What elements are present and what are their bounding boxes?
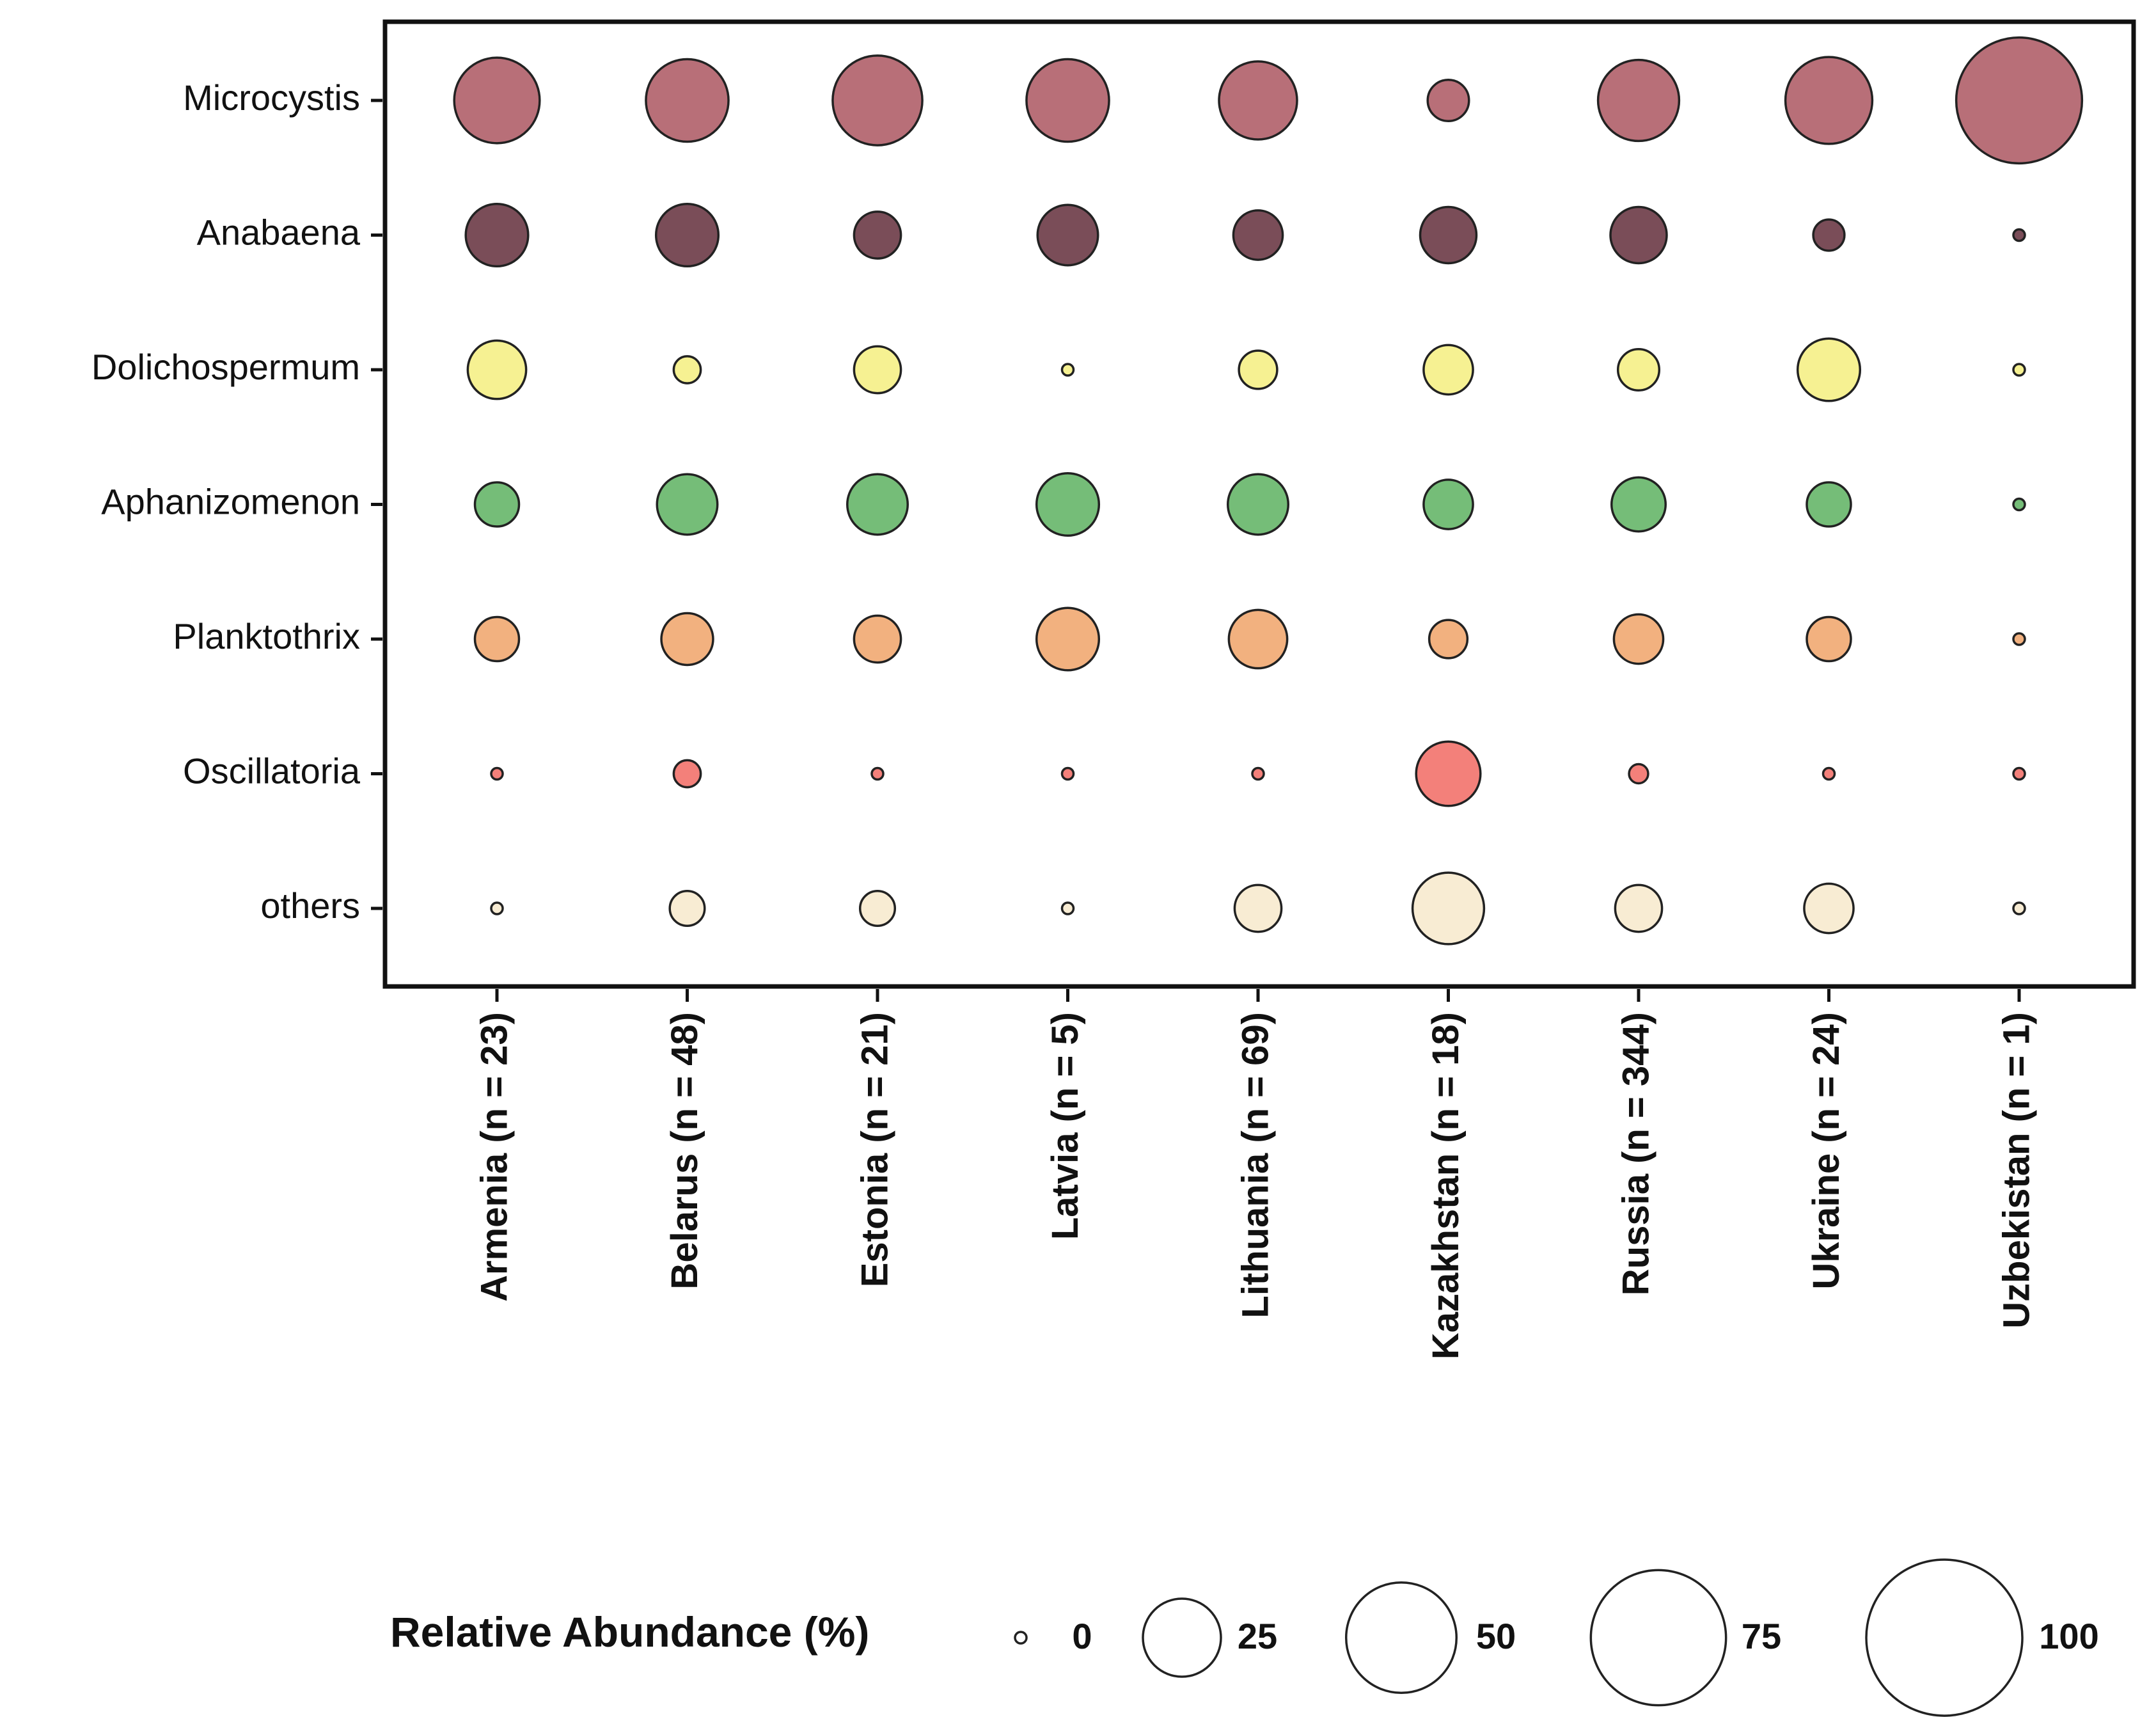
bubble-oscillatoria-3	[870, 766, 885, 781]
bubble-others-7	[1614, 883, 1664, 933]
bubble-dolichospermum-2	[672, 355, 702, 384]
x-label: Armenia (n = 23)	[473, 1012, 515, 1302]
bubble-anabaena-8	[1812, 218, 1846, 252]
y-label-anabaena: Anabaena	[197, 212, 361, 252]
y-label-oscillatoria: Oscillatoria	[183, 750, 361, 791]
legend-circle-75	[1589, 1569, 1727, 1707]
legend-title: Relative Abundance (%)	[390, 1608, 869, 1656]
bubble-others-4	[1060, 901, 1075, 915]
bubble-oscillatoria-5	[1251, 766, 1265, 781]
bubble-aphanizomenon-3	[846, 473, 909, 536]
bubble-microcystis-5	[1218, 60, 1298, 141]
bubble-dolichospermum-3	[853, 345, 902, 395]
bubble-microcystis-3	[831, 54, 924, 146]
bubble-anabaena-1	[464, 202, 530, 268]
bubble-aphanizomenon-5	[1226, 473, 1290, 536]
legend-circle-50	[1344, 1581, 1458, 1695]
size-legend: Relative Abundance (%) 0 25 50 75 100	[390, 1558, 2099, 1717]
bubble-aphanizomenon-6	[1422, 479, 1474, 530]
bubble-others-3	[858, 889, 897, 928]
x-label: Estonia (n = 21)	[854, 1012, 895, 1287]
y-label-planktothrix: Planktothrix	[173, 616, 360, 656]
bubble-planktothrix-9	[2012, 632, 2026, 646]
y-label-microcystis: Microcystis	[183, 77, 360, 118]
x-label: Latvia (n = 5)	[1044, 1012, 1086, 1240]
bubble-others-1	[490, 901, 504, 915]
x-label: Belarus (n = 48)	[664, 1012, 705, 1290]
bubble-others-2	[668, 889, 706, 928]
legend-value-75: 75	[1742, 1616, 1781, 1656]
bubble-planktothrix-4	[1035, 606, 1101, 672]
x-label: Russia (n = 344)	[1615, 1012, 1656, 1295]
x-label: Ukraine (n = 24)	[1806, 1012, 1847, 1290]
bubble-layer	[453, 36, 2084, 946]
bubble-oscillatoria-4	[1060, 766, 1075, 781]
bubble-microcystis-2	[645, 58, 730, 143]
bubble-oscillatoria-1	[490, 766, 504, 781]
bubble-dolichospermum-6	[1422, 344, 1474, 396]
bubble-dolichospermum-1	[466, 339, 528, 400]
bubble-planktothrix-2	[660, 612, 714, 667]
bubble-microcystis-6	[1426, 78, 1470, 123]
bubble-dolichospermum-4	[1060, 363, 1075, 377]
bubble-others-5	[1233, 883, 1283, 933]
bubble-aphanizomenon-9	[2012, 497, 2026, 512]
y-axis-labels: Microcystis Anabaena Dolichospermum Aphaniz…	[91, 77, 361, 926]
y-label-aphanizomenon: Aphanizomenon	[101, 481, 360, 521]
bubble-microcystis-8	[1784, 56, 1874, 145]
legend-circle-0	[1014, 1631, 1028, 1645]
bubble-oscillatoria-6	[1415, 740, 1482, 807]
y-label-others: others	[260, 885, 360, 926]
legend-value-0: 0	[1072, 1616, 1092, 1656]
bubble-anabaena-3	[853, 210, 902, 260]
bubble-planktothrix-3	[853, 614, 902, 664]
bubble-microcystis-9	[1955, 36, 2084, 165]
y-label-dolichospermum: Dolichospermum	[91, 347, 360, 387]
bubble-oscillatoria-2	[672, 759, 702, 789]
bubble-aphanizomenon-4	[1035, 471, 1101, 537]
bubble-planktothrix-7	[1612, 613, 1665, 665]
bubble-planktothrix-8	[1806, 615, 1852, 663]
x-axis-labels: Armenia (n = 23) Belarus (n = 48) Estonia …	[473, 1012, 2037, 1359]
bubble-aphanizomenon-8	[1806, 481, 1852, 528]
bubble-oscillatoria-7	[1628, 763, 1649, 785]
bubble-oscillatoria-9	[2012, 766, 2026, 781]
bubble-anabaena-4	[1036, 203, 1099, 267]
bubble-microcystis-4	[1025, 58, 1110, 143]
bubble-anabaena-6	[1419, 205, 1478, 265]
bubble-dolichospermum-9	[2012, 363, 2026, 377]
bubble-aphanizomenon-2	[656, 473, 719, 536]
bubble-oscillatoria-8	[1822, 766, 1836, 781]
legend-value-50: 50	[1476, 1616, 1516, 1656]
legend-value-25: 25	[1238, 1616, 1277, 1656]
legend-value-100: 100	[2039, 1616, 2098, 1656]
bubble-microcystis-1	[453, 56, 541, 145]
legend-circle-100	[1865, 1558, 2024, 1717]
x-label: Lithuania (n = 69)	[1234, 1012, 1276, 1318]
bubble-dolichospermum-8	[1796, 337, 1862, 402]
x-label: Kazakhstan (n = 18)	[1425, 1012, 1467, 1359]
legend-circle-25	[1142, 1597, 1222, 1678]
bubble-planktothrix-1	[473, 615, 521, 663]
bubble-others-9	[2012, 901, 2026, 915]
axis-ticks	[371, 99, 2021, 1002]
bubble-dolichospermum-7	[1616, 347, 1661, 392]
bubble-dolichospermum-5	[1238, 349, 1279, 390]
bubble-others-6	[1411, 871, 1486, 946]
bubble-aphanizomenon-7	[1610, 476, 1667, 533]
bubble-aphanizomenon-1	[473, 481, 521, 528]
bubble-microcystis-7	[1596, 58, 1681, 143]
bubble-planktothrix-5	[1227, 608, 1289, 670]
bubble-anabaena-5	[1232, 209, 1284, 261]
bubble-anabaena-9	[2012, 228, 2026, 242]
bubble-anabaena-7	[1609, 205, 1668, 265]
bubble-planktothrix-6	[1428, 619, 1469, 660]
x-label: Uzbekistan (n = 1)	[1995, 1012, 2037, 1329]
bubble-others-8	[1803, 882, 1855, 935]
bubble-anabaena-2	[654, 202, 720, 268]
